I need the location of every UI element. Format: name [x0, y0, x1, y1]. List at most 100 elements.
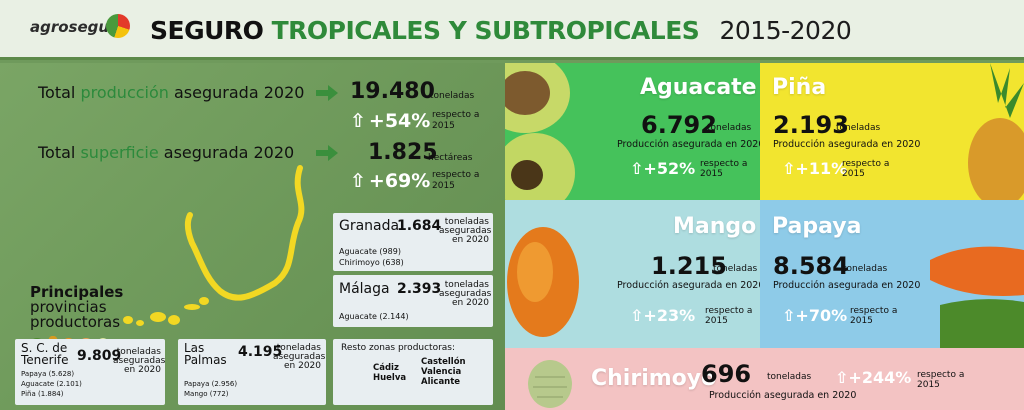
resto-item: Valencia	[421, 367, 462, 377]
chirimoyo-name: Chirimoyo	[591, 366, 717, 391]
superficie-pct: ⇧ +69%	[350, 170, 430, 192]
page-title: SEGURO TROPICALES Y SUBTROPICALES 2015-2…	[150, 16, 852, 45]
laspalmas-item: Mango (772)	[184, 390, 229, 398]
title-part2: TROPICALES Y SUBTROPICALES	[271, 16, 700, 45]
title-part1: SEGURO	[150, 16, 264, 45]
title-rest2: productoras	[30, 313, 121, 331]
chirimoyo-tile: Chirimoyo 696 toneladas Producción asegu…	[505, 348, 1024, 410]
tenerife-item: Piña (1.884)	[21, 390, 64, 398]
chirimoyo-respecto: respecto a 2015	[917, 370, 965, 390]
granada-item: Aguacate (989)	[339, 247, 401, 256]
aguacate-value: 6.792	[641, 111, 717, 139]
pina-image	[968, 63, 1024, 200]
aguacate-pct: ⇧+52%	[630, 159, 695, 178]
aguacate-respecto: respecto a 2015	[700, 159, 748, 179]
resto-item: Huelva	[373, 373, 407, 383]
malaga-item: Aguacate (2.144)	[339, 312, 409, 321]
chirimoyo-unit: toneladas	[767, 372, 812, 382]
pina-value: 2.193	[773, 111, 849, 139]
produccion-value: 19.480	[350, 79, 435, 104]
aguacate-tile: Aguacate 6.792 toneladas Producción aseg…	[505, 63, 760, 200]
malaga-box: Málaga 2.393 toneladas aseguradas en 202…	[333, 275, 493, 327]
label-post: asegurada 2020	[163, 143, 295, 162]
superficie-unit: hectáreas	[428, 153, 473, 163]
superficie-pct-value: +69%	[368, 170, 431, 192]
aguacate-pct-value: +52%	[643, 159, 696, 178]
pina-prod: Producción asegurada en 2020	[773, 139, 921, 150]
up-arrow-icon: ⇧	[630, 159, 644, 178]
chirimoyo-pct: ⇧+244%	[835, 368, 911, 387]
up-arrow-icon: ⇧	[782, 306, 796, 325]
agroseguro-logo: agroseguro	[30, 12, 130, 46]
up-arrow-icon: ⇧	[782, 159, 796, 178]
granada-items: Aguacate (989) Chirimoyo (638)	[339, 246, 404, 268]
laspalmas-value: 4.195	[238, 344, 283, 360]
mango-value: 1.215	[651, 252, 727, 280]
tenerife-items: Papaya (5.628) Aguacate (2.101) Piña (1.…	[21, 369, 82, 399]
total-superficie-label: Total superficie asegurada 2020	[38, 143, 294, 162]
label-pre: Total	[38, 143, 76, 162]
tenerife-unit: toneladas aseguradas en 2020	[113, 347, 166, 375]
pina-pct: ⇧+11%	[782, 159, 847, 178]
title-rest1: provincias	[30, 298, 107, 316]
mango-respecto: respecto a 2015	[705, 306, 753, 326]
papaya-value: 8.584	[773, 252, 849, 280]
aguacate-image	[505, 63, 575, 200]
laspalmas-item: Papaya (2.956)	[184, 380, 238, 388]
resto-title: Resto zonas productoras:	[341, 343, 456, 353]
aguacate-prod: Producción asegurada en 2020	[617, 139, 760, 150]
superficie-respecto: respecto a 2015	[432, 170, 480, 191]
papaya-respecto: respecto a 2015	[850, 306, 898, 326]
chirimoyo-image	[528, 360, 572, 408]
produccion-unit: toneladas	[430, 91, 475, 101]
andalucia-map	[184, 165, 305, 301]
granada-item: Chirimoyo (638)	[339, 258, 404, 267]
label-pre: Total	[38, 83, 76, 102]
tenerife-item: Papaya (5.628)	[21, 370, 75, 378]
papaya-pct-value: +70%	[795, 306, 848, 325]
logo-text: agroseguro	[30, 18, 127, 36]
chirimoyo-value: 696	[701, 360, 752, 388]
mango-unit: toneladas	[713, 264, 758, 274]
laspalmas-name2: Palmas	[184, 353, 227, 367]
mango-pct: ⇧+23%	[630, 306, 695, 325]
resto-item: Castellón	[421, 357, 466, 367]
granada-unit: toneladas aseguradas en 2020	[439, 217, 492, 245]
chirimoyo-pct-value: +244%	[848, 368, 912, 387]
produccion-respecto: respecto a 2015	[432, 110, 480, 131]
total-produccion-label: Total producción asegurada 2020	[38, 83, 304, 102]
aguacate-name: Aguacate	[640, 75, 757, 100]
pina-name: Piña	[772, 75, 827, 100]
tenerife-item: Aguacate (2.101)	[21, 380, 82, 388]
produccion-pct: ⇧ +54%	[350, 110, 430, 132]
title-years: 2015-2020	[719, 16, 852, 45]
papaya-tile: Papaya 8.584 toneladas Producción asegur…	[760, 200, 1024, 348]
pina-respecto: respecto a 2015	[842, 159, 890, 179]
tenerife-name2: Tenerife	[21, 353, 69, 367]
malaga-items: Aguacate (2.144)	[339, 311, 409, 322]
right-arrow-icon	[316, 85, 338, 101]
aguacate-unit: toneladas	[707, 123, 752, 133]
mango-prod: Producción asegurada en 2020	[617, 280, 760, 291]
papaya-prod: Producción asegurada en 2020	[773, 280, 921, 291]
superficie-value: 1.825	[368, 140, 438, 165]
label-green: superficie	[80, 143, 159, 162]
papaya-pct: ⇧+70%	[782, 306, 847, 325]
resto-item: Alicante	[421, 377, 461, 387]
tenerife-name: S. C. de Tenerife	[21, 342, 69, 366]
resto-col1: Cádiz Huelva	[373, 363, 406, 383]
header: agroseguro SEGURO TROPICALES Y SUBTROPIC…	[0, 0, 1024, 60]
canarias-map	[123, 297, 209, 326]
malaga-name: Málaga	[339, 281, 390, 297]
laspalmas-name1: Las	[184, 341, 205, 355]
principales-title: Principales provincias productoras	[30, 285, 123, 330]
up-arrow-icon: ⇧	[350, 170, 366, 192]
left-panel: Total producción asegurada 2020 19.480 t…	[0, 63, 505, 410]
title-bold: Principales	[30, 283, 124, 301]
tenerife-box: S. C. de Tenerife 9.809 toneladas asegur…	[15, 339, 165, 405]
tenerife-value: 9.809	[77, 348, 122, 364]
chirimoyo-prod: Producción asegurada en 2020	[709, 390, 857, 401]
up-arrow-icon: ⇧	[835, 368, 849, 387]
malaga-unit: toneladas aseguradas en 2020	[439, 280, 492, 308]
laspalmas-items: Papaya (2.956) Mango (772)	[184, 379, 237, 399]
